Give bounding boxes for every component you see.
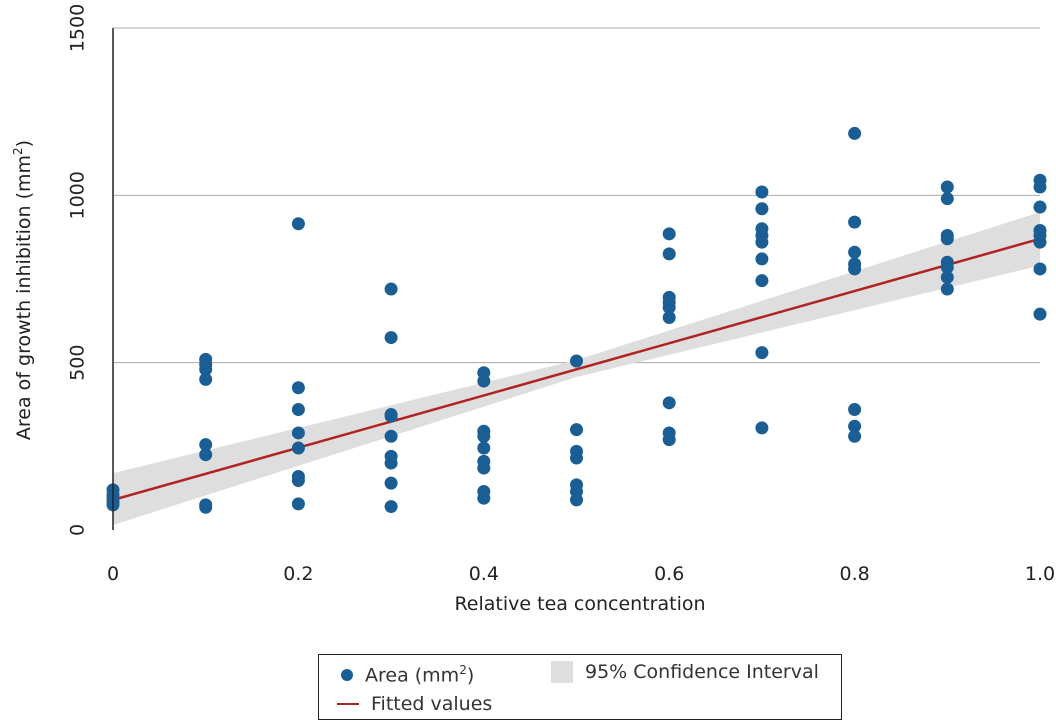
data-point [848, 419, 862, 433]
legend-area-text: Area (mm [365, 664, 460, 687]
data-point [570, 493, 583, 507]
data-point [291, 403, 305, 417]
data-point [1033, 200, 1047, 214]
data-point [199, 438, 213, 452]
x-tick-label: 0 [107, 563, 119, 585]
y-tick-label: 0 [67, 524, 89, 536]
legend-item-fit: Fitted values [337, 693, 492, 715]
data-point [384, 500, 398, 514]
data-point [477, 491, 491, 505]
data-point [755, 185, 769, 199]
data-point [940, 282, 954, 296]
data-point [662, 227, 676, 241]
data-point [384, 409, 398, 423]
fitted-values-line [112, 237, 1041, 502]
data-point [662, 396, 676, 410]
data-point [755, 421, 769, 435]
data-point [199, 362, 213, 376]
data-point [477, 461, 491, 475]
y-axis-title-sup: 2 [11, 147, 25, 155]
data-point [477, 374, 491, 388]
data-point [477, 429, 491, 443]
y-tick-label: 500 [67, 345, 89, 381]
data-point [199, 372, 213, 386]
data-point [755, 235, 769, 249]
data-point [662, 247, 676, 261]
y-axis-title-close: ) [13, 140, 35, 147]
x-tick-label: 1.0 [1025, 563, 1055, 585]
data-point [291, 426, 305, 440]
legend-fit-label: Fitted values [371, 693, 493, 715]
data-point [384, 282, 398, 296]
data-point [940, 232, 954, 246]
data-point [940, 270, 954, 284]
legend-ci-swatch [551, 661, 573, 683]
data-point [291, 217, 305, 231]
data-points [106, 126, 1047, 514]
data-point [848, 215, 862, 229]
legend-item-ci: 95% Confidence Interval [551, 661, 819, 683]
data-point [662, 310, 676, 324]
data-point [570, 354, 583, 368]
data-point [1033, 262, 1047, 276]
data-point [662, 433, 676, 447]
y-tick-label: 1500 [67, 4, 89, 52]
data-point [384, 429, 398, 443]
legend-area-label: Area (mm2) [365, 663, 474, 686]
legend-fit-line-swatch [337, 702, 359, 706]
data-point [755, 252, 769, 266]
data-point [384, 476, 398, 490]
data-point [1033, 235, 1047, 249]
data-point [570, 451, 583, 465]
y-axis-title-main: Area of growth inhibition (mm [13, 155, 35, 440]
x-tick-labels: 0 0.2 0.4 0.6 0.8 1.0 [107, 563, 1055, 585]
data-point [291, 441, 305, 455]
legend-ci-label: 95% Confidence Interval [585, 661, 819, 683]
data-point [1033, 307, 1047, 321]
legend-area-close: ) [466, 664, 475, 687]
data-point [940, 192, 954, 206]
data-point [940, 180, 954, 194]
data-point [1033, 180, 1047, 194]
x-tick-label: 0.2 [283, 563, 313, 585]
x-axis-title: Relative tea concentration [454, 593, 705, 615]
data-point [291, 473, 305, 487]
data-point [755, 274, 769, 288]
scatter-chart: 0 500 1000 1500 0 0.2 0.4 0.6 0.8 1.0 Relative t… [11, 4, 1055, 615]
y-axis-title: Area of growth inhibition (mm2) [11, 140, 35, 440]
legend-point-marker [341, 668, 353, 681]
grid-lines [113, 27, 1040, 364]
data-point [848, 126, 862, 140]
legend: Area (mm2) 95% Confidence Interval Fitte… [318, 654, 842, 720]
x-tick-label: 0.8 [839, 563, 869, 585]
data-point [662, 300, 676, 314]
y-tick-labels: 0 500 1000 1500 [67, 4, 89, 536]
data-point [848, 262, 862, 276]
data-point [199, 500, 213, 514]
data-point [570, 423, 583, 437]
data-point [848, 403, 862, 417]
x-tick-label: 0.4 [469, 563, 499, 585]
data-point [199, 448, 213, 462]
data-point [291, 497, 305, 511]
data-point [291, 381, 305, 395]
y-tick-label: 1000 [67, 171, 89, 219]
data-point [755, 346, 769, 360]
data-point [384, 331, 398, 345]
data-point [940, 260, 954, 274]
legend-item-area: Area (mm2) [341, 663, 474, 686]
legend-area-sup: 2 [459, 663, 467, 677]
data-point [848, 429, 862, 443]
data-point [755, 202, 769, 216]
data-point [848, 245, 862, 259]
x-tick-label: 0.6 [654, 563, 684, 585]
data-point [384, 456, 398, 470]
data-point [477, 441, 491, 455]
